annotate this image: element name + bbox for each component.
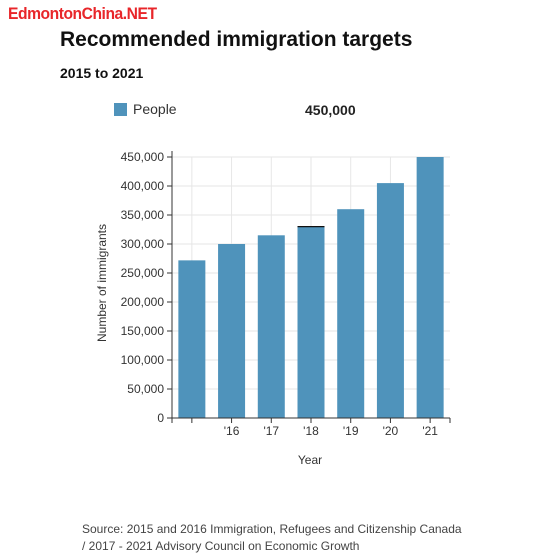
watermark-logo: EdmontonChina.NET: [8, 4, 157, 23]
y-tick-label: 450,000: [121, 150, 165, 164]
x-tick-label: '18: [303, 424, 319, 438]
x-tick-label: '21: [422, 424, 438, 438]
y-tick-label: 300,000: [121, 237, 165, 251]
y-axis-label: Number of immigrants: [95, 224, 109, 342]
bar: [416, 157, 444, 418]
bar: [297, 226, 325, 418]
x-tick-label: '17: [263, 424, 279, 438]
legend-value: 450,000: [305, 102, 356, 118]
bar: [218, 244, 246, 418]
bar: [337, 209, 365, 418]
legend-swatch: [114, 102, 127, 116]
y-tick-label: 400,000: [121, 179, 165, 193]
y-tick-label: 50,000: [127, 382, 164, 396]
legend: People: [114, 101, 177, 117]
y-tick-label: 350,000: [121, 208, 165, 222]
bars: [178, 157, 444, 418]
axes: 0 50,000 100,000 150,000 200,000 250,000 300,0…: [121, 150, 451, 438]
chart-title: Recommended immigration targets: [60, 28, 413, 51]
x-tick-label: '16: [224, 424, 240, 438]
y-tick-label: 250,000: [121, 266, 165, 280]
bar: [257, 235, 285, 418]
source-note: Source: 2015 and 2016 Immigration, Refug…: [82, 522, 462, 553]
bar: [376, 183, 404, 418]
legend-label: People: [133, 101, 177, 117]
x-tick-label: '20: [383, 424, 399, 438]
bar: [178, 260, 206, 418]
y-tick-label: 0: [157, 411, 164, 425]
y-tick-label: 150,000: [121, 324, 165, 338]
y-tick-label: 100,000: [121, 353, 165, 367]
x-axis-label: Year: [298, 453, 322, 467]
chart-subtitle: 2015 to 2021: [60, 65, 144, 81]
y-tick-label: 200,000: [121, 295, 165, 309]
x-tick-label: '19: [343, 424, 359, 438]
